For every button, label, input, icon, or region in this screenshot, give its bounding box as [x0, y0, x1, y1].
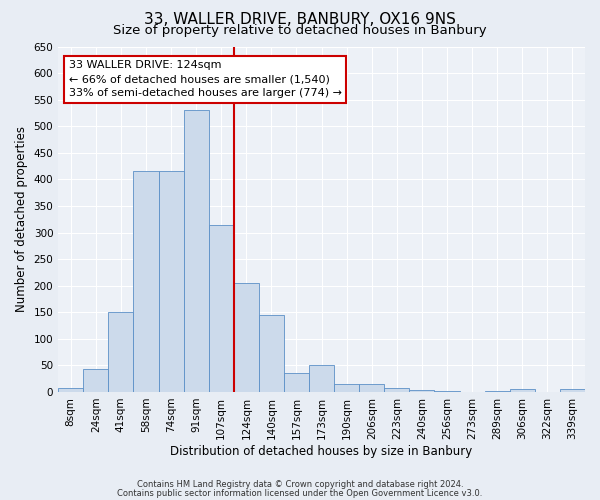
Text: Contains public sector information licensed under the Open Government Licence v3: Contains public sector information licen… [118, 489, 482, 498]
Bar [359, 384, 385, 392]
Text: Contains HM Land Registry data © Crown copyright and database right 2024.: Contains HM Land Registry data © Crown c… [137, 480, 463, 489]
X-axis label: Distribution of detached houses by size in Banbury: Distribution of detached houses by size … [170, 444, 473, 458]
Bar [560, 390, 585, 392]
Bar [234, 283, 259, 392]
Bar [133, 172, 158, 392]
Bar [109, 312, 133, 392]
Bar [385, 388, 409, 392]
Bar [334, 384, 359, 392]
Bar [259, 315, 284, 392]
Bar [209, 224, 234, 392]
Text: Size of property relative to detached houses in Banbury: Size of property relative to detached ho… [113, 24, 487, 37]
Text: 33 WALLER DRIVE: 124sqm
← 66% of detached houses are smaller (1,540)
33% of semi: 33 WALLER DRIVE: 124sqm ← 66% of detache… [69, 60, 342, 98]
Text: 33, WALLER DRIVE, BANBURY, OX16 9NS: 33, WALLER DRIVE, BANBURY, OX16 9NS [144, 12, 456, 28]
Bar [510, 390, 535, 392]
Bar [83, 368, 109, 392]
Bar [184, 110, 209, 392]
Bar [409, 390, 434, 392]
Bar [158, 172, 184, 392]
Bar [434, 391, 460, 392]
Bar [485, 391, 510, 392]
Bar [58, 388, 83, 392]
Bar [284, 374, 309, 392]
Y-axis label: Number of detached properties: Number of detached properties [15, 126, 28, 312]
Bar [309, 366, 334, 392]
